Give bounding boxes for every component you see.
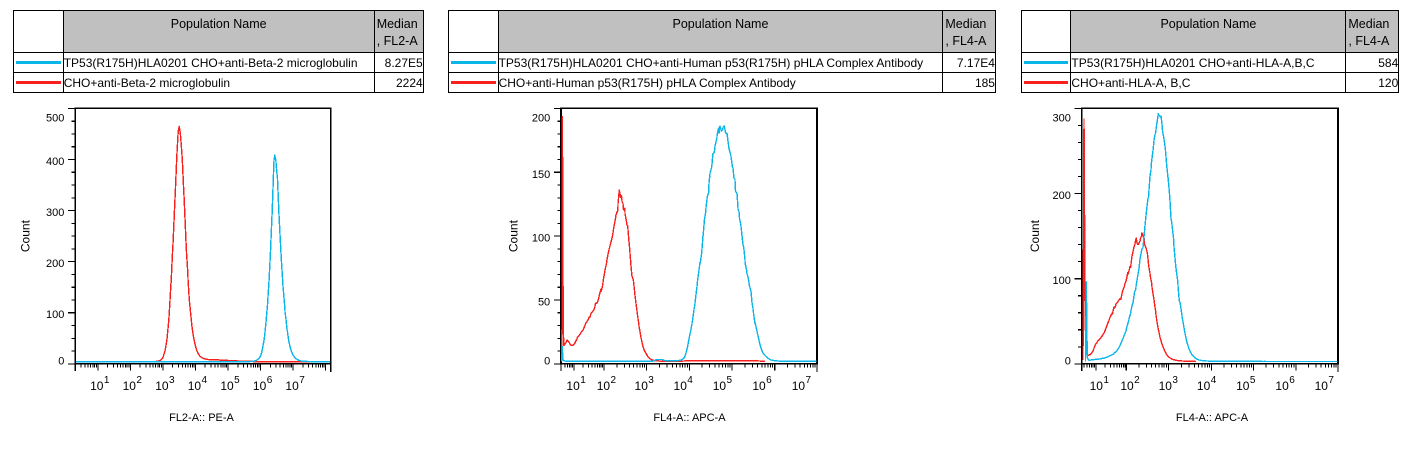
svg-text:10: 10 xyxy=(1197,379,1211,393)
svg-text:10: 10 xyxy=(674,379,688,393)
svg-text:300: 300 xyxy=(46,207,64,219)
svg-text:5: 5 xyxy=(1250,375,1256,386)
svg-text:7: 7 xyxy=(299,375,305,386)
svg-text:500: 500 xyxy=(46,112,64,124)
svg-text:100: 100 xyxy=(46,309,64,321)
svg-text:0: 0 xyxy=(58,356,64,368)
svg-text:10: 10 xyxy=(285,379,299,393)
svg-text:10: 10 xyxy=(1159,379,1173,393)
svg-text:6: 6 xyxy=(267,375,273,386)
svg-text:2: 2 xyxy=(611,375,617,386)
svg-text:6: 6 xyxy=(766,375,772,386)
svg-text:200: 200 xyxy=(532,112,550,124)
svg-text:10: 10 xyxy=(1315,379,1329,393)
svg-text:FL2-A:: PE-A: FL2-A:: PE-A xyxy=(169,412,234,424)
svg-text:4: 4 xyxy=(202,375,208,386)
svg-text:10: 10 xyxy=(220,379,234,393)
svg-text:100: 100 xyxy=(1053,275,1071,287)
svg-text:1: 1 xyxy=(104,375,110,386)
svg-text:10: 10 xyxy=(123,379,137,393)
svg-text:Count: Count xyxy=(18,219,32,252)
svg-text:10: 10 xyxy=(1275,379,1289,393)
svg-text:7: 7 xyxy=(1328,375,1334,386)
svg-text:Count: Count xyxy=(1028,219,1042,252)
svg-text:2: 2 xyxy=(136,375,142,386)
svg-text:5: 5 xyxy=(727,375,733,386)
svg-text:3: 3 xyxy=(1172,375,1178,386)
svg-text:1: 1 xyxy=(1103,375,1109,386)
svg-text:100: 100 xyxy=(532,233,550,245)
svg-text:2: 2 xyxy=(1134,375,1140,386)
svg-text:10: 10 xyxy=(1090,379,1104,393)
svg-text:0: 0 xyxy=(544,356,550,368)
svg-text:10: 10 xyxy=(597,379,611,393)
svg-text:1: 1 xyxy=(580,375,586,386)
svg-text:50: 50 xyxy=(538,296,550,308)
svg-text:10: 10 xyxy=(566,379,580,393)
svg-text:7: 7 xyxy=(806,375,812,386)
svg-text:400: 400 xyxy=(46,156,64,168)
svg-text:FL4-A:: APC-A: FL4-A:: APC-A xyxy=(653,412,726,424)
svg-text:10: 10 xyxy=(713,379,727,393)
svg-text:10: 10 xyxy=(90,379,104,393)
svg-text:10: 10 xyxy=(752,379,766,393)
svg-text:10: 10 xyxy=(792,379,806,393)
svg-text:FL4-A:: APC-A: FL4-A:: APC-A xyxy=(1176,412,1249,424)
svg-text:150: 150 xyxy=(532,169,550,181)
svg-text:10: 10 xyxy=(1236,379,1250,393)
svg-text:10: 10 xyxy=(1120,379,1134,393)
svg-text:5: 5 xyxy=(234,375,240,386)
svg-text:4: 4 xyxy=(1211,375,1217,386)
svg-text:4: 4 xyxy=(687,375,693,386)
svg-text:6: 6 xyxy=(1289,375,1295,386)
svg-text:300: 300 xyxy=(1053,112,1071,124)
svg-text:Count: Count xyxy=(506,219,520,252)
svg-text:200: 200 xyxy=(46,258,64,270)
svg-text:10: 10 xyxy=(155,379,169,393)
svg-text:0: 0 xyxy=(1065,356,1071,368)
svg-text:200: 200 xyxy=(1053,190,1071,202)
svg-text:10: 10 xyxy=(635,379,649,393)
svg-text:10: 10 xyxy=(188,379,202,393)
svg-text:3: 3 xyxy=(648,375,654,386)
svg-text:10: 10 xyxy=(253,379,267,393)
svg-text:3: 3 xyxy=(169,375,175,386)
